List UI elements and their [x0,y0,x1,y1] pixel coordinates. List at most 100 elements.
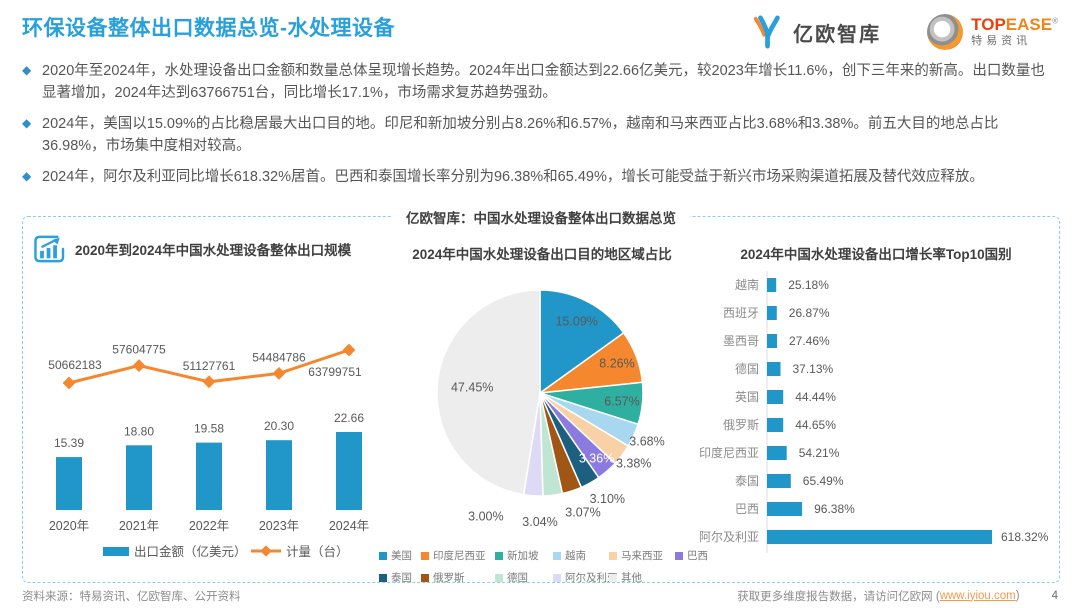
svg-text:出口金额（亿美元）: 出口金额（亿美元） [134,544,247,559]
svg-text:50662183: 50662183 [48,358,102,372]
svg-text:阿尔及利亚: 阿尔及利亚 [699,529,759,544]
export-scale-chart-title: 2020年到2024年中国水处理设备整体出口规模 [75,243,352,258]
more-data-text-end: ) [1015,589,1020,602]
svg-text:2021年: 2021年 [119,519,159,533]
pie-legend-item: 俄罗斯 [421,570,495,585]
bar-chart-icon [34,235,65,263]
svg-text:47.45%: 47.45% [451,381,493,395]
svg-text:2024年: 2024年 [329,519,369,533]
diamond-bullet-icon: ◆ [22,63,32,77]
svg-text:越南: 越南 [735,277,759,292]
topease-logo: TOPEASE® 特易资讯 [927,14,1058,50]
svg-text:巴西: 巴西 [735,502,759,516]
export-bar [266,440,292,510]
registered-mark: ® [1052,16,1058,26]
growth-bar [767,362,781,376]
growth-bar [767,334,777,348]
pie-legend-item: 泰国 [379,570,421,585]
export-scale-chart: 2020年到2024年中国水处理设备整体出口规模 15.39 18.80 19.58… [29,229,389,576]
svg-text:计量（台）: 计量（台） [286,544,349,559]
charts-panel: 亿欧智库：中国水处理设备整体出口数据总览 2020年到2024年中国水处理设备整… [22,207,1060,584]
growth-bar [767,278,777,292]
svg-text:37.13%: 37.13% [793,362,834,376]
combo-chart: 15.39 18.80 19.58 20.30 22.66 50662183 5760477… [29,263,389,570]
yiou-logo: 亿欧智库 [751,14,881,50]
svg-text:德国: 德国 [735,361,759,376]
combo-legend: 出口金额（亿美元） 计量（台） [103,544,349,559]
pie-legend-item: 印度尼西亚 [421,548,495,563]
svg-text:3.07%: 3.07% [565,505,600,519]
svg-text:57604775: 57604775 [112,343,166,357]
svg-text:3.00%: 3.00% [468,509,503,523]
header: 环保设备整体出口数据总览-水处理设备 亿欧智库 TOPEASE® 特易资讯 [0,0,1080,50]
pie-slice [539,289,625,395]
growth-top10-title: 2024年中国水处理设备出口增长率Top10国别 [740,247,1012,262]
svg-text:英国: 英国 [735,390,759,404]
svg-text:3.36%: 3.36% [579,452,614,466]
footer: 资料来源：特易资讯、亿欧智库、公开资料 获取更多维度报告数据，请访问亿欧网 (w… [0,583,1080,608]
growth-bar [767,390,784,404]
growth-top10-chart: 2024年中国水处理设备出口增长率Top10国别 越南 25.18% 西班牙 26.8… [695,229,1057,576]
page-number: 4 [1051,589,1058,602]
growth-bar [767,502,803,516]
pie-legend-item: 美国 [379,548,421,563]
growth-bar [767,446,787,460]
line-marker [272,367,286,380]
panel-watermark-title: 亿欧智库：中国水处理设备整体出口数据总览 [392,207,690,227]
growth-bar [767,530,992,544]
svg-text:51127761: 51127761 [183,359,236,373]
iyiou-link[interactable]: www.iyiou.com [939,589,1016,602]
svg-text:18.80: 18.80 [124,424,154,438]
destination-pie-title: 2024年中国水处理设备出口目的地区域占比 [412,247,672,262]
bullet-text-2: 2024年，美国以15.09%的占比稳居最大出口目的地。印尼和新加坡分别占8.2… [42,116,999,155]
svg-text:65.49%: 65.49% [803,474,844,488]
bullet-item-3: ◆ 2024年，阿尔及利亚同比增长618.32%居首。巴西和泰国增长率分别为96.… [22,166,1058,188]
pie-slice [436,289,541,496]
pie-chart: 15.09% 8.26% 6.57% 3.68% 3.38% 3.36% 3.10% 3.07… [382,263,702,540]
svg-text:6.57%: 6.57% [604,395,639,409]
svg-text:20.30: 20.30 [264,419,294,433]
topease-sub: 特易资讯 [971,35,1032,48]
source-note: 资料来源：特易资讯、亿欧智库、公开资料 [22,590,241,603]
svg-text:8.26%: 8.26% [599,357,634,371]
pie-legend-item: 阿尔及利亚 [553,570,618,585]
pie-legend-item: 越南 [553,548,609,563]
export-bar [126,445,152,510]
svg-text:2020年: 2020年 [49,519,89,533]
export-scale-chart-header: 2020年到2024年中国水处理设备整体出口规模 [33,235,389,263]
yiou-logo-icon [753,15,780,49]
diamond-bullet-icon: ◆ [22,169,32,184]
svg-text:2022年: 2022年 [189,519,229,533]
svg-text:2023年: 2023年 [259,519,299,533]
line-marker [62,376,76,390]
svg-text:泰国: 泰国 [735,474,759,488]
pie-legend: 美国 印度尼西亚 新加坡 越南 马来西亚 巴西 泰国 俄罗斯 德国 阿尔及利亚 其他 [379,548,708,585]
bullet-item-2: ◆ 2024年，美国以15.09%的占比稳居最大出口目的地。印尼和新加坡分别占8.… [22,113,1058,157]
bullet-item-1: ◆ 2020年至2024年，水处理设备出口金额和数量总体呈现增长趋势。2024年出… [22,60,1058,104]
svg-text:96.38%: 96.38% [814,502,855,516]
svg-text:3.68%: 3.68% [629,434,664,448]
svg-text:54.21%: 54.21% [799,446,840,460]
svg-text:22.66: 22.66 [334,411,364,425]
growth-bar [767,306,777,320]
growth-bar [767,418,784,432]
pie-legend-item: 马来西亚 [609,548,675,563]
pie-legend-item: 新加坡 [495,548,553,563]
summary-bullets: ◆ 2020年至2024年，水处理设备出口金额和数量总体呈现增长趋势。2024年出… [0,50,1080,188]
svg-text:3.04%: 3.04% [522,515,557,529]
line-marker [132,359,146,372]
more-data-text: 获取更多维度报告数据，请访问亿欧网 ( [737,590,940,603]
topease-ease: EASE [1005,15,1053,35]
export-bar [56,457,82,510]
line-marker [342,343,356,357]
growth-bar [767,474,791,488]
bullet-text-1: 2020年至2024年，水处理设备出口金额和数量总体呈现增长趋势。2024年出口… [42,63,1045,102]
yiou-logo-text: 亿欧智库 [793,23,882,46]
destination-pie-chart: 2024年中国水处理设备出口目的地区域占比 15.09% 8.26% 6.57% 3.… [379,229,708,584]
svg-text:19.58: 19.58 [194,422,224,436]
svg-text:54484786: 54484786 [252,350,306,364]
svg-text:27.46%: 27.46% [789,334,830,348]
svg-text:印度尼西亚: 印度尼西亚 [699,445,759,460]
logos: 亿欧智库 TOPEASE® 特易资讯 [751,14,1058,50]
